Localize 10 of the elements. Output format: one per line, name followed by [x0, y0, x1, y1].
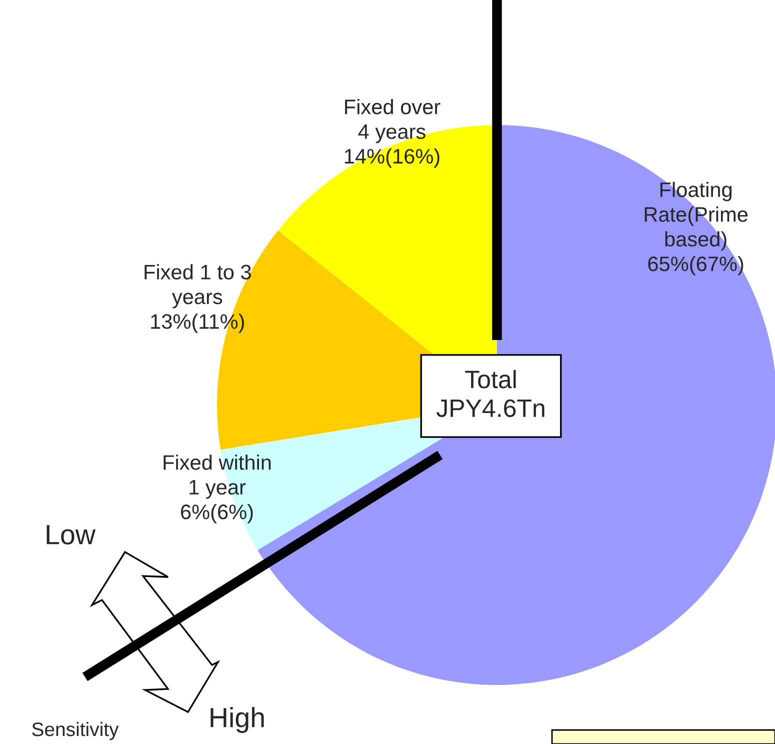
- slice-label: Fixed over 4 years: [345, 98, 440, 144]
- text: Sensitivity: [32, 722, 119, 740]
- data-label: 65%(67%): [648, 256, 744, 276]
- data-label: 6%(6%): [181, 504, 253, 524]
- text: Total JPY4.6Tn: [436, 370, 544, 418]
- slice-label: Fixed within 1 year: [164, 454, 271, 499]
- slice-label: Floating Rate(Prime based): [644, 182, 748, 251]
- text: High: [210, 707, 264, 733]
- slice-label: Fixed 1 to 3 years: [144, 264, 251, 308]
- text: Low: [46, 525, 96, 544]
